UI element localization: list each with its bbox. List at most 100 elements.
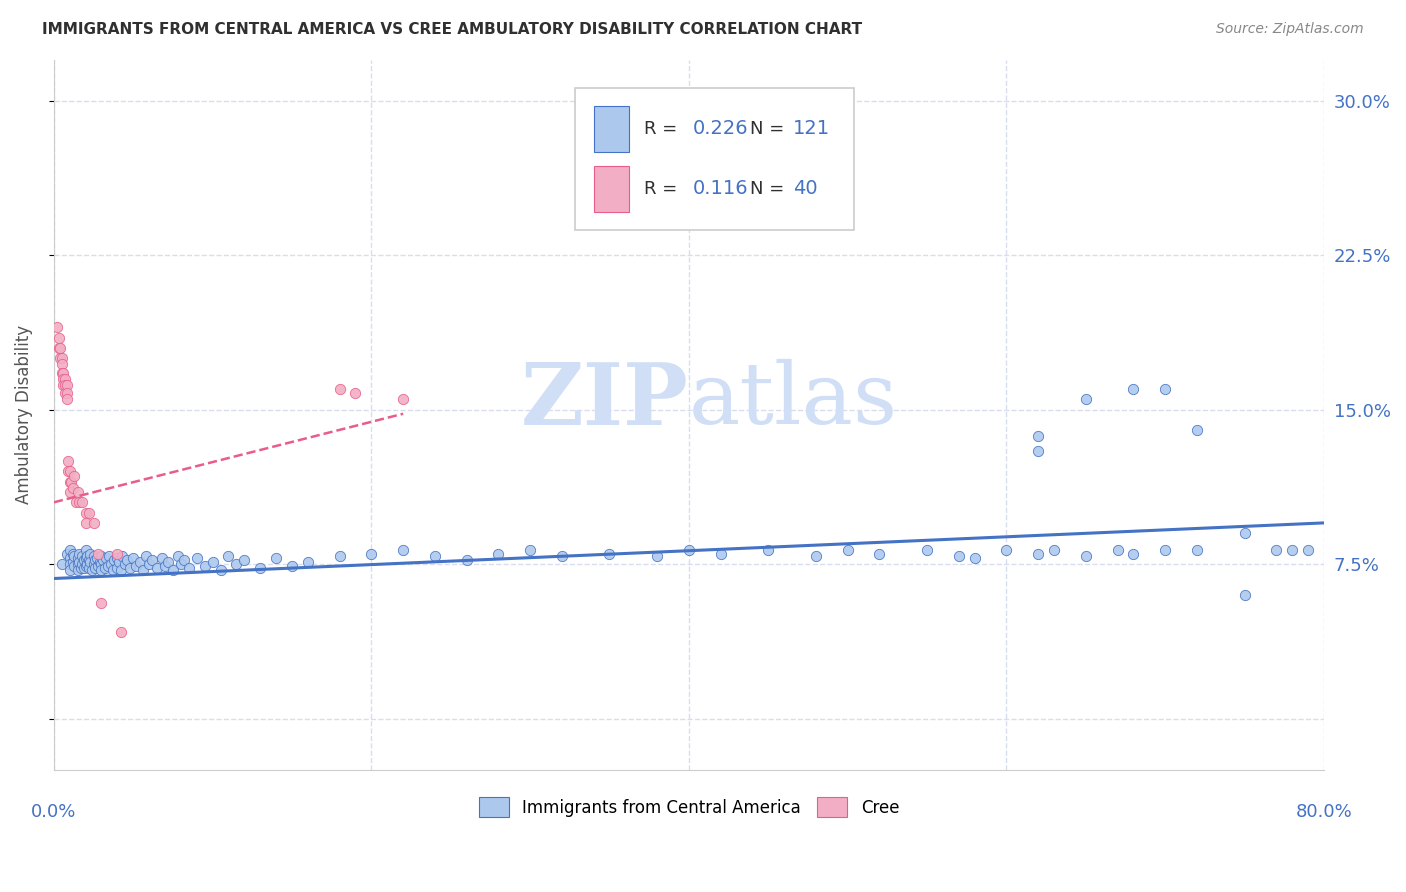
Point <box>86 550 108 565</box>
Point <box>157 555 180 569</box>
Point <box>67 547 90 561</box>
Text: 40: 40 <box>793 179 818 198</box>
Point <box>75 559 97 574</box>
Text: 0.0%: 0.0% <box>31 803 76 821</box>
Point <box>1043 542 1066 557</box>
Point <box>963 550 986 565</box>
Point <box>66 557 89 571</box>
Text: Source: ZipAtlas.com: Source: ZipAtlas.com <box>1216 22 1364 37</box>
Point <box>153 559 176 574</box>
Point <box>87 547 110 561</box>
Point <box>51 557 73 571</box>
Point <box>56 465 79 479</box>
Point <box>100 557 122 571</box>
Point <box>76 557 98 571</box>
Point <box>281 559 304 574</box>
Point <box>551 549 574 563</box>
Point <box>1296 542 1319 557</box>
Point <box>111 549 134 563</box>
Point <box>55 378 77 392</box>
Point <box>150 550 173 565</box>
Point <box>67 495 90 509</box>
Point <box>63 559 86 574</box>
Point <box>90 557 112 571</box>
Point <box>146 561 169 575</box>
Point <box>55 392 77 407</box>
Point <box>59 475 82 489</box>
Point <box>80 563 103 577</box>
Point <box>66 550 89 565</box>
Point <box>46 320 69 334</box>
Point <box>1026 429 1049 443</box>
Point <box>233 553 256 567</box>
Point <box>1026 547 1049 561</box>
Point <box>59 465 82 479</box>
Point <box>177 561 200 575</box>
Point <box>75 506 97 520</box>
Point <box>62 547 84 561</box>
Point <box>84 553 107 567</box>
Point <box>173 553 195 567</box>
Point <box>166 549 188 563</box>
Point <box>103 553 125 567</box>
Point <box>105 550 128 565</box>
Point <box>73 561 96 575</box>
FancyBboxPatch shape <box>593 106 628 152</box>
Point <box>91 553 114 567</box>
Point <box>59 485 82 500</box>
Point <box>122 550 145 565</box>
Text: 80.0%: 80.0% <box>1295 803 1353 821</box>
Point <box>63 468 86 483</box>
Text: 0.226: 0.226 <box>693 119 748 138</box>
Point <box>67 555 90 569</box>
Point <box>79 555 101 569</box>
Point <box>105 561 128 575</box>
Point <box>66 563 89 577</box>
Point <box>87 559 110 574</box>
Point <box>48 330 70 344</box>
Point <box>995 542 1018 557</box>
Point <box>62 555 84 569</box>
Point <box>56 454 79 468</box>
Text: N =: N = <box>749 180 785 198</box>
FancyBboxPatch shape <box>593 166 628 212</box>
Point <box>55 547 77 561</box>
Point <box>837 542 859 557</box>
Point <box>868 547 890 561</box>
Point <box>79 547 101 561</box>
Point <box>65 495 87 509</box>
Point <box>135 549 157 563</box>
Point <box>710 547 733 561</box>
Point <box>186 550 208 565</box>
Text: N =: N = <box>749 120 785 137</box>
Point <box>75 542 97 557</box>
Point <box>76 549 98 563</box>
Point <box>97 559 120 574</box>
Point <box>678 542 700 557</box>
Point <box>52 366 75 380</box>
Text: R =: R = <box>644 120 678 137</box>
Point <box>125 559 148 574</box>
Point <box>118 561 141 575</box>
Point <box>53 378 76 392</box>
Text: ZIP: ZIP <box>522 359 689 442</box>
Point <box>162 563 184 577</box>
Point <box>55 386 77 401</box>
Point <box>1074 549 1097 563</box>
Point <box>329 382 352 396</box>
Point <box>59 550 82 565</box>
Point <box>59 557 82 571</box>
Point <box>75 516 97 530</box>
Point <box>48 341 70 355</box>
Text: atlas: atlas <box>689 359 898 442</box>
Point <box>329 549 352 563</box>
Point <box>519 542 541 557</box>
Point <box>948 549 970 563</box>
Point <box>105 547 128 561</box>
Point <box>1233 526 1256 541</box>
Point <box>53 386 76 401</box>
Point <box>1281 542 1303 557</box>
Text: 121: 121 <box>793 119 830 138</box>
Point <box>77 506 100 520</box>
Point <box>1185 542 1208 557</box>
